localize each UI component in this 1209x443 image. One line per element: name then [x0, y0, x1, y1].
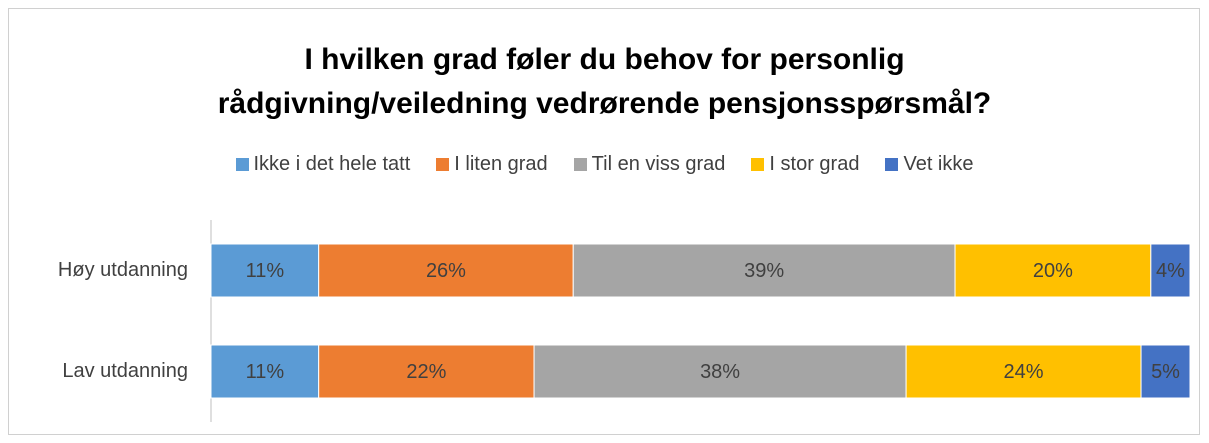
bar-segment — [210, 243, 320, 298]
data-label: 20% — [1033, 260, 1073, 282]
data-label: 5% — [1151, 361, 1180, 383]
bar-segment — [318, 344, 535, 399]
legend-swatch — [436, 158, 450, 171]
legend: Ikke i det hele tatt I liten grad Til en v… — [0, 153, 1209, 176]
data-label: 11% — [246, 260, 285, 282]
legend-item: Vet ikke — [885, 153, 974, 176]
y-tick-label: Høy utdanning — [58, 259, 188, 281]
legend-swatch — [885, 158, 899, 171]
legend-item: Til en viss grad — [573, 153, 726, 176]
bar-segment — [1150, 243, 1191, 298]
bar-segment — [1140, 344, 1191, 399]
legend-item: I stor grad — [751, 153, 859, 176]
legend-label: I liten grad — [454, 153, 548, 175]
data-label: 22% — [406, 361, 446, 383]
data-label: 11% — [246, 361, 285, 383]
bar-segment — [905, 344, 1142, 399]
legend-swatch — [751, 158, 765, 171]
data-label: 39% — [744, 260, 784, 282]
legend-label: Til en viss grad — [591, 153, 726, 175]
chart-frame — [8, 8, 1200, 435]
legend-swatch — [573, 158, 587, 171]
y-tick-label: Lav utdanning — [62, 360, 188, 382]
title-box: I hvilken grad føler du behov for person… — [0, 38, 1209, 126]
legend-swatch — [235, 158, 249, 171]
legend-item: Ikke i det hele tatt — [235, 153, 411, 176]
bar-segment — [954, 243, 1152, 298]
legend-label: Vet ikke — [903, 153, 974, 175]
bar-segment — [318, 243, 574, 298]
data-label: 24% — [1004, 361, 1044, 383]
bar-segment — [533, 344, 907, 399]
data-label: 26% — [426, 260, 466, 282]
legend-label: Ikke i det hele tatt — [253, 153, 411, 175]
legend-item: I liten grad — [436, 153, 548, 176]
bar-segment — [572, 243, 956, 298]
data-label: 38% — [700, 361, 740, 383]
legend-label: I stor grad — [769, 153, 860, 175]
data-label: 4% — [1156, 260, 1185, 282]
bar-segment — [210, 344, 320, 399]
chart-title: I hvilken grad føler du behov for person… — [217, 43, 992, 120]
